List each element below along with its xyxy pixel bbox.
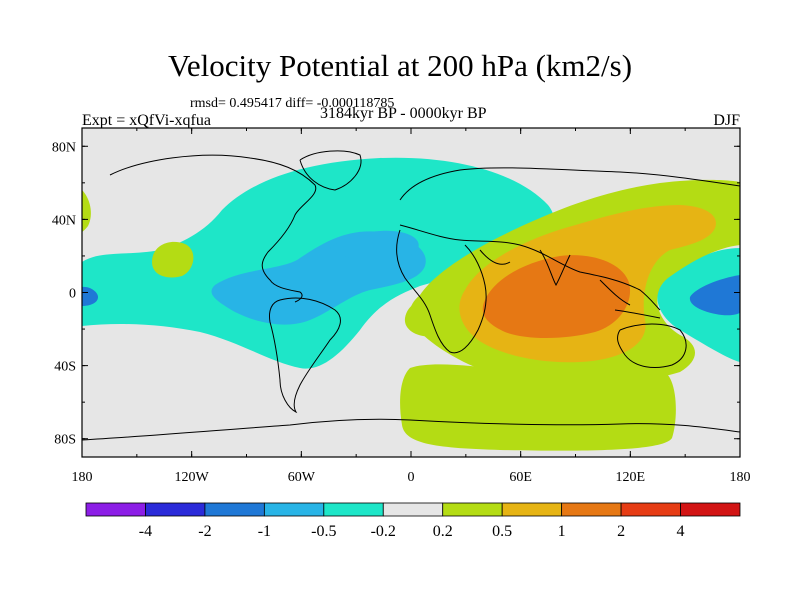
colorbar-swatch — [85, 502, 146, 517]
contour-fields — [82, 150, 740, 451]
colorbar-swatch — [442, 502, 503, 517]
lon-tick-label: 180 — [730, 470, 751, 485]
stats-label: rmsd= 0.495417 diff= -0.000118785 — [190, 96, 395, 111]
colorbar-swatch — [382, 502, 444, 517]
season-label: DJF — [713, 112, 740, 129]
colorbar-label: 0.5 — [492, 523, 512, 540]
region-atlantic-positive-patch — [404, 299, 452, 337]
lat-tick-label: 80N — [52, 140, 76, 155]
colorbar-swatch — [501, 502, 563, 517]
region-indian-ocean-positive-core — [482, 255, 631, 338]
region-southern-ocean-positive — [400, 364, 676, 451]
colorbar-swatch — [620, 502, 681, 517]
colorbar-label: -4 — [139, 523, 152, 540]
lat-tick-label: 40S — [54, 360, 76, 375]
lat-tick-label: 80S — [54, 433, 76, 448]
colorbar-swatch — [323, 502, 384, 517]
map-title: Velocity Potential at 200 hPa (km2/s) — [167, 48, 633, 83]
latitude-ticks: 80N 40N 0 40S 80S — [52, 140, 740, 448]
colorbar: -4 -2 -1 -0.5 -0.2 0.2 0.5 1 2 4 — [85, 502, 741, 540]
lon-tick-label: 0 — [408, 470, 415, 485]
lat-tick-label: 0 — [69, 287, 76, 302]
colorbar-swatch — [145, 502, 206, 517]
region-west-pacific-negative-core — [82, 286, 98, 306]
colorbar-swatch — [263, 502, 325, 517]
lon-tick-label: 60W — [288, 470, 316, 485]
coastlines — [82, 150, 740, 441]
region-left-edge-positive-patch — [82, 190, 91, 232]
lon-tick-label: 180 — [72, 470, 93, 485]
lon-tick-label: 60E — [509, 470, 532, 485]
colorbar-label: -0.2 — [371, 523, 396, 540]
lon-tick-label: 120W — [175, 470, 210, 485]
lat-tick-label: 40N — [52, 213, 76, 228]
region-pacific-positive-patch — [152, 241, 194, 278]
colorbar-swatch — [680, 502, 741, 517]
colorbar-label: 4 — [677, 523, 685, 540]
colorbar-label: 0.2 — [433, 523, 453, 540]
colorbar-label: -1 — [258, 523, 271, 540]
colorbar-swatch — [204, 502, 265, 517]
colorbar-label: 1 — [558, 523, 566, 540]
colorbar-label: 2 — [617, 523, 625, 540]
lon-tick-label: 120E — [616, 470, 646, 485]
colorbar-label: -2 — [198, 523, 211, 540]
period-label: 3184kyr BP - 0000kyr BP — [320, 105, 487, 122]
longitude-ticks: 180 120W 60W 0 60E 120E 180 — [72, 128, 751, 485]
colorbar-swatch — [561, 502, 622, 517]
colorbar-label: -0.5 — [311, 523, 336, 540]
region-east-pacific-negative-core — [689, 275, 740, 316]
experiment-label: Expt = xQfVi-xqfua — [82, 112, 211, 129]
